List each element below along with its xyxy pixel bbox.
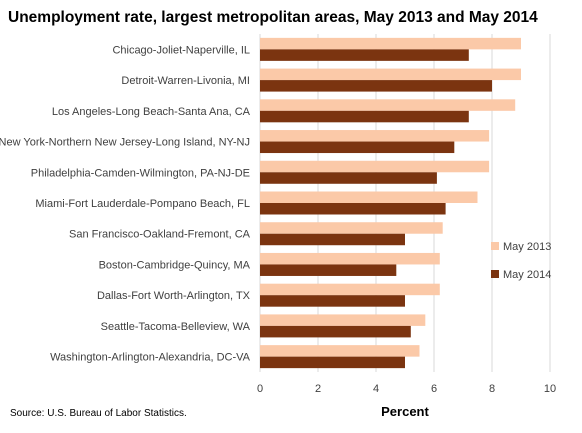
bar-may-2013-7 — [260, 252, 440, 265]
legend: May 2013 May 2014 — [491, 241, 551, 281]
bar-may-2014-6 — [260, 233, 405, 246]
legend-label-1: May 2014 — [503, 269, 551, 281]
bar-may-2013-6 — [260, 222, 443, 234]
category-labels: Chicago-Joliet-Naperville, IL Detroit-War… — [0, 44, 251, 363]
x-axis-title: Percent — [381, 404, 429, 419]
bars — [260, 37, 521, 369]
chart-title: Unemployment rate, largest metropolitan … — [8, 9, 538, 26]
category-label-8: Dallas-Fort Worth-Arlington, TX — [97, 290, 251, 302]
category-label-1: Detroit-Warren-Livonia, MI — [121, 75, 250, 87]
x-tick-label-5: 10 — [544, 383, 556, 395]
bar-may-2014-10 — [260, 356, 405, 369]
source-note: Source: U.S. Bureau of Labor Statistics. — [10, 408, 187, 419]
x-tick-label-2: 4 — [373, 383, 379, 395]
category-label-5: Miami-Fort Lauderdale-Pompano Beach, FL — [35, 198, 250, 210]
bar-may-2014-8 — [260, 295, 405, 307]
legend-label-0: May 2013 — [503, 241, 551, 253]
bar-may-2013-0 — [260, 37, 521, 50]
category-label-4: Philadelphia-Camden-Wilmington, PA-NJ-DE — [31, 167, 250, 179]
bar-may-2014-0 — [260, 49, 469, 61]
x-tick-label-4: 8 — [489, 383, 495, 395]
bar-may-2013-8 — [260, 283, 440, 296]
x-tick-label-1: 2 — [315, 383, 321, 395]
legend-swatch-1 — [491, 270, 499, 278]
bar-may-2013-5 — [260, 191, 478, 203]
bar-may-2014-3 — [260, 141, 455, 154]
category-label-9: Seattle-Tacoma-Belleview, WA — [101, 321, 251, 333]
x-tick-label-3: 6 — [431, 383, 437, 395]
bar-may-2013-2 — [260, 99, 516, 111]
bar-may-2013-10 — [260, 345, 420, 357]
bar-may-2014-5 — [260, 203, 446, 215]
bar-may-2013-3 — [260, 130, 490, 142]
bar-may-2013-4 — [260, 160, 490, 173]
x-tick-label-0: 0 — [257, 383, 263, 395]
bar-may-2014-1 — [260, 80, 492, 92]
bar-may-2014-2 — [260, 110, 469, 123]
category-label-7: Boston-Cambridge-Quincy, MA — [99, 259, 251, 271]
bar-may-2013-9 — [260, 314, 426, 326]
category-label-3: New York-Northern New Jersey-Long Island… — [0, 137, 250, 149]
category-label-0: Chicago-Joliet-Naperville, IL — [112, 44, 250, 56]
category-label-10: Washington-Arlington-Alexandria, DC-VA — [50, 352, 251, 364]
category-label-6: San Francisco-Oakland-Fremont, CA — [69, 229, 251, 241]
bar-may-2014-9 — [260, 325, 411, 338]
bar-may-2013-1 — [260, 68, 521, 81]
bar-may-2014-7 — [260, 264, 397, 276]
category-label-2: Los Angeles-Long Beach-Santa Ana, CA — [52, 106, 251, 118]
bar-may-2014-4 — [260, 172, 437, 184]
x-tick-labels: 0 2 4 6 8 10 — [257, 383, 556, 395]
legend-swatch-0 — [491, 242, 499, 250]
